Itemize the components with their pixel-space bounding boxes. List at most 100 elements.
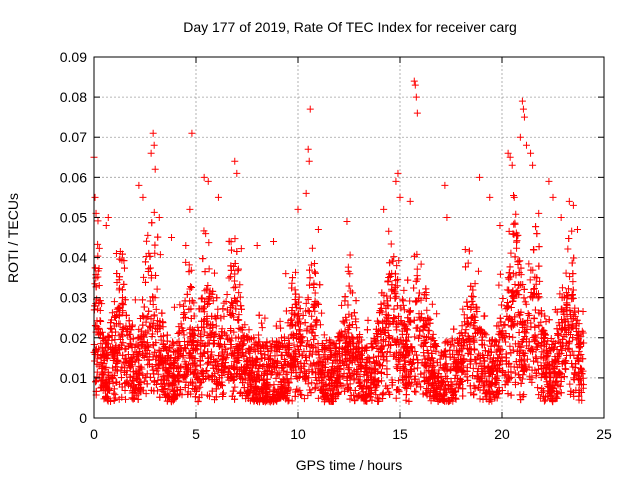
data-point — [285, 335, 293, 343]
data-point — [579, 355, 587, 363]
data-point — [298, 352, 306, 360]
data-point — [205, 358, 213, 366]
data-point — [501, 381, 509, 389]
data-point — [353, 324, 361, 332]
data-point — [459, 392, 467, 400]
data-point — [100, 351, 108, 359]
data-point — [569, 270, 577, 278]
data-point — [344, 263, 352, 271]
data-point — [181, 383, 189, 391]
data-point — [145, 307, 153, 315]
data-point — [144, 313, 152, 321]
data-point — [535, 321, 543, 329]
data-point — [493, 322, 501, 330]
data-point — [391, 270, 399, 278]
data-point — [357, 393, 365, 401]
data-point — [311, 260, 319, 268]
data-point — [200, 227, 208, 235]
data-point — [309, 325, 317, 333]
data-point — [184, 338, 192, 346]
data-point — [231, 383, 239, 391]
data-point — [433, 395, 441, 403]
data-point — [319, 379, 327, 387]
data-point — [166, 370, 174, 378]
data-point — [270, 381, 278, 389]
data-point — [530, 285, 538, 293]
data-point — [189, 370, 197, 378]
data-point — [335, 337, 343, 345]
data-point — [278, 384, 286, 392]
data-point — [166, 359, 174, 367]
data-point — [564, 344, 572, 352]
data-point — [161, 384, 169, 392]
data-point — [538, 385, 546, 393]
data-point — [291, 347, 299, 355]
data-point — [394, 312, 402, 320]
data-point — [315, 351, 323, 359]
data-point — [234, 370, 242, 378]
data-point — [476, 359, 484, 367]
data-point — [555, 369, 563, 377]
data-point — [409, 347, 417, 355]
data-point — [574, 331, 582, 339]
data-point — [152, 272, 160, 280]
data-point — [97, 340, 105, 348]
data-point — [261, 314, 269, 322]
data-point — [538, 326, 546, 334]
data-point — [529, 292, 537, 300]
data-point — [323, 391, 331, 399]
data-point — [359, 388, 367, 396]
data-point — [127, 362, 135, 370]
data-point — [104, 368, 112, 376]
data-point — [542, 318, 550, 326]
data-point — [118, 286, 126, 294]
data-point — [180, 331, 188, 339]
data-point — [318, 368, 326, 376]
data-point — [126, 373, 134, 381]
data-point — [498, 357, 506, 365]
data-point — [553, 390, 561, 398]
data-point — [197, 295, 205, 303]
data-point — [520, 357, 528, 365]
data-point — [307, 322, 315, 330]
data-point — [412, 298, 420, 306]
data-point — [387, 342, 395, 350]
data-point — [220, 312, 228, 320]
data-point — [414, 359, 422, 367]
data-point — [428, 300, 436, 308]
data-point — [104, 332, 112, 340]
data-point — [357, 358, 365, 366]
data-point — [225, 336, 233, 344]
data-point — [510, 363, 518, 371]
data-point — [559, 335, 567, 343]
data-point — [464, 376, 472, 384]
data-point — [532, 280, 540, 288]
data-point — [225, 237, 233, 245]
data-point — [313, 380, 321, 388]
data-point — [326, 353, 334, 361]
data-point — [402, 391, 410, 399]
data-point — [463, 314, 471, 322]
data-point — [113, 358, 121, 366]
data-point — [292, 268, 300, 276]
data-point — [505, 286, 513, 294]
data-point — [187, 378, 195, 386]
data-point — [555, 331, 563, 339]
data-point — [140, 303, 148, 311]
data-point — [314, 347, 322, 355]
data-point — [145, 356, 153, 364]
data-point — [361, 362, 369, 370]
data-point — [344, 384, 352, 392]
data-point — [256, 361, 264, 369]
data-point — [412, 388, 420, 396]
data-point — [471, 280, 479, 288]
data-point — [471, 355, 479, 363]
data-point — [229, 299, 237, 307]
data-point — [392, 386, 400, 394]
data-point — [507, 368, 515, 376]
data-point — [388, 287, 396, 295]
data-point — [184, 390, 192, 398]
data-point — [502, 329, 510, 337]
data-point — [153, 285, 161, 293]
data-point — [412, 277, 420, 285]
